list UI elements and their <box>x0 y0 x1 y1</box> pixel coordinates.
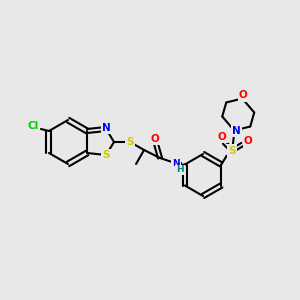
Text: O: O <box>218 131 226 142</box>
Text: H: H <box>176 166 184 175</box>
Text: O: O <box>244 136 253 146</box>
Text: O: O <box>151 134 159 144</box>
Text: N: N <box>172 158 180 167</box>
Text: N: N <box>102 123 110 133</box>
Text: N: N <box>232 125 241 136</box>
Text: S: S <box>102 150 110 160</box>
Text: S: S <box>126 137 134 147</box>
Text: O: O <box>239 91 248 100</box>
Text: S: S <box>229 146 236 155</box>
Text: Cl: Cl <box>27 121 39 131</box>
